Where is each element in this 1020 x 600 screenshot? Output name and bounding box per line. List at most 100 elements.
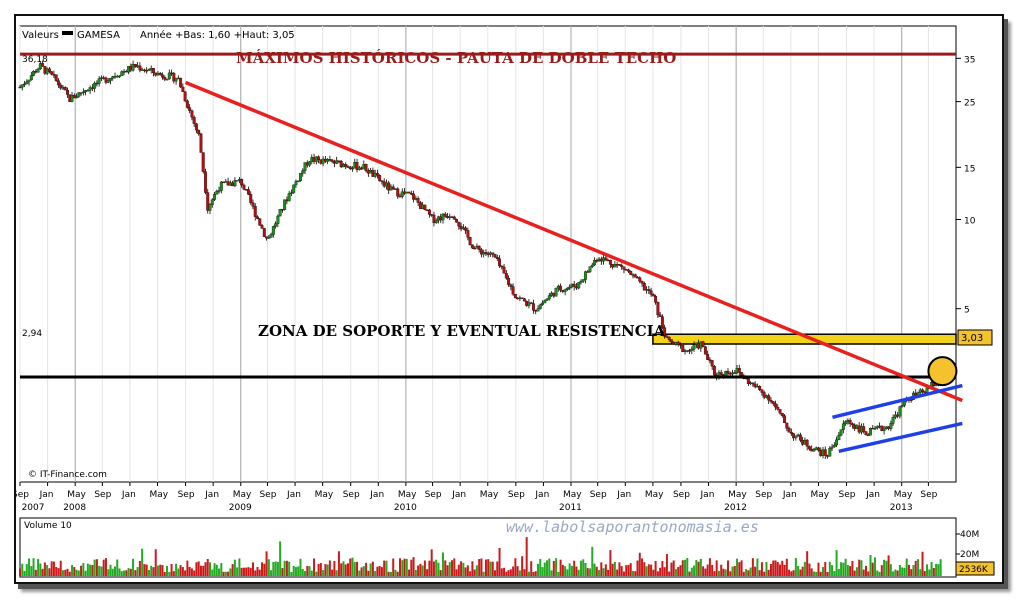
x-tick-label: May [67,490,86,500]
volume-bar [53,562,55,576]
candle-body [148,70,151,71]
candle-body [835,440,838,445]
volume-bar [431,549,433,576]
volume-bar [202,566,204,576]
volume-bar [171,564,173,576]
volume-bar [435,560,437,576]
volume-bar [417,565,419,576]
volume-bar [333,561,335,576]
candle-body [464,228,467,231]
volume-bar [876,570,878,576]
volume-bar [404,559,406,576]
volume-bar [204,562,206,576]
candle-body [738,368,741,372]
year-label: 2011 [559,503,582,513]
candle-body [28,80,31,82]
volume-bar [356,562,358,576]
volume-bars [19,537,942,576]
volume-bar [216,565,218,576]
volume-bar [630,563,632,576]
volume-bar [551,570,553,576]
volume-bar [569,563,571,576]
candle-body [272,226,275,234]
volume-bar [664,567,666,576]
volume-bar [786,559,788,576]
volume-bar [302,569,304,576]
x-tick-label: May [645,490,664,500]
volume-bar [268,559,270,576]
volume-bar [612,564,614,576]
volume-bar [474,569,476,576]
candle-body [270,234,273,237]
volume-bar [186,561,188,576]
volume-bar [26,564,28,576]
candle-body [627,270,630,271]
last-price-circle [928,357,956,385]
volume-bar [39,564,41,576]
candle-body [75,96,78,98]
volume-bar [189,567,191,576]
volume-bar [297,566,299,576]
volume-bar [478,559,480,576]
candle-body [523,299,526,302]
candle-body [555,288,558,296]
volume-bar [542,567,544,576]
volume-bar [589,568,591,576]
volume-bar [802,567,804,576]
volume-bar [842,563,844,576]
candle-body [761,390,764,393]
candle-body [378,175,381,180]
volume-bar [286,561,288,576]
volume-bar [322,570,324,576]
volume-bar [415,570,417,576]
x-tick-label: Jan [700,490,715,500]
volume-bar [532,572,534,576]
candle-body [57,81,60,85]
candle-body [546,299,549,301]
volume-bar [121,571,123,576]
volume-bar [87,564,89,576]
candle-body [98,79,101,84]
candle-body [197,130,200,134]
volume-bar [501,568,503,576]
candle-body [202,153,205,172]
candle-body [539,305,542,309]
volume-bar [926,564,928,576]
volume-bar [354,562,356,576]
volume-bar [467,565,469,576]
volume-bar [625,565,627,576]
volume-bar [57,568,59,576]
candle-body [417,198,420,202]
volume-bar [35,570,37,576]
volume-bar [67,569,69,576]
volume-bar [444,560,446,576]
volume-bar [718,571,720,576]
volume-bar [94,560,96,576]
stock-chart: 35 25 15 10 5 Sep Jan May Sep Jan May Sep Jan May Sep J… [16,16,1002,582]
volume-bar [621,566,623,576]
candle-body [240,179,243,185]
volume-bar [107,569,109,576]
volume-bar [46,565,48,576]
volume-bar [840,562,842,576]
volume-bar [485,560,487,576]
volume-bar [503,568,505,576]
candle-body [274,224,277,227]
candle-body [559,286,562,290]
volume-bar [836,550,838,576]
volume-bar [60,561,62,576]
candle-body [50,72,53,75]
volume-bar [734,566,736,576]
volume-bar [272,562,274,576]
volume-tick-20m: 20M [960,550,979,560]
candle-body [892,417,895,423]
candle-body [648,289,651,290]
candle-body [605,258,608,260]
candle-body [824,450,827,456]
x-tick-label: Jan [616,490,631,500]
volume-bar [908,565,910,576]
volume-bar [462,563,464,576]
volume-bar [150,566,152,576]
volume-bar [211,570,213,576]
volume-bar [309,566,311,576]
